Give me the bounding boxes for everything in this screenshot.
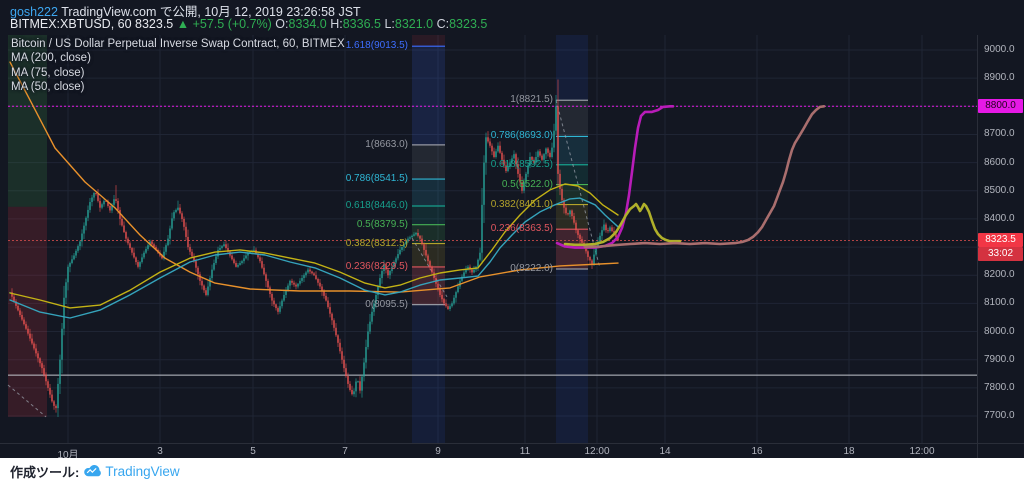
time-axis-border xyxy=(0,443,1024,444)
price-axis-label: 7800.0 xyxy=(984,381,1015,393)
low-label: L: xyxy=(384,17,395,31)
fib-retracements-layer xyxy=(412,35,588,443)
position-boxes-layer xyxy=(8,35,47,417)
price-axis-label: 7900.0 xyxy=(984,353,1015,365)
open-value: 8334.0 xyxy=(288,17,331,31)
up-arrow-icon: ▲ xyxy=(176,17,190,31)
last-price: 8323.5 xyxy=(135,17,177,31)
last-price-badge: 8323.5 xyxy=(978,233,1023,248)
price-axis-label: 8400.0 xyxy=(984,212,1015,224)
high-value: 8336.5 xyxy=(342,17,385,31)
header: gosh222 TradingView.com で公開, 10月 12, 201… xyxy=(0,0,1024,35)
price-lines-layer xyxy=(8,105,977,376)
MA (200, close) xyxy=(9,61,619,293)
time-axis-label: 12:00 xyxy=(909,446,935,457)
dashed-trendline xyxy=(7,384,47,418)
time-axis-label: 9 xyxy=(435,446,441,457)
MA (50, close) xyxy=(9,197,619,319)
scenario-doubletop-yellow xyxy=(563,202,682,247)
price-axis-label: 8000.0 xyxy=(984,325,1015,337)
time-axis-label: 16 xyxy=(751,446,763,457)
candles-layer[interactable] xyxy=(9,79,619,418)
footer: 作成ツール: TradingView xyxy=(0,458,1024,484)
candle-countdown-badge: 33:02 xyxy=(978,246,1023,261)
time-axis-label: 10月 xyxy=(57,450,79,461)
time-axis-label: 14 xyxy=(659,446,671,457)
MA (75, close) xyxy=(9,183,619,309)
price-axis-label: 8900.0 xyxy=(984,72,1015,84)
tradingview-brand-link[interactable]: TradingView xyxy=(105,463,180,479)
tradingview-logo-icon[interactable] xyxy=(83,464,102,478)
alert-price-badge[interactable]: 8800.0 xyxy=(978,99,1023,114)
time-axis-label: 18 xyxy=(843,446,855,457)
price-axis-label: 8500.0 xyxy=(984,184,1015,196)
username-link[interactable]: gosh222 xyxy=(10,5,58,19)
time-axis-label: 3 xyxy=(157,446,163,457)
publish-line: gosh222 TradingView.com で公開, 10月 12, 201… xyxy=(10,1,361,20)
time-axis-label: 12:00 xyxy=(584,446,610,457)
close-label: C: xyxy=(436,17,450,31)
grid-layer xyxy=(8,35,977,443)
price-axis-label: 8100.0 xyxy=(984,297,1015,309)
price-axis-label: 7700.0 xyxy=(984,410,1015,421)
price-axis-label: 8700.0 xyxy=(984,128,1015,140)
price-axis-label: 9000.0 xyxy=(984,44,1015,55)
time-axis-label: 11 xyxy=(519,446,531,457)
close-value: 8323.5 xyxy=(449,17,488,31)
moving-averages-layer xyxy=(9,61,619,319)
dashed-trendlines-layer xyxy=(7,99,601,418)
price-axis-border xyxy=(977,35,978,458)
dashed-trendline xyxy=(555,99,601,269)
publish-info: TradingView.com で公開, 10月 12, 2019 23:26:… xyxy=(57,5,361,19)
price-axis-label: 8600.0 xyxy=(984,156,1015,168)
price-axis-label: 8200.0 xyxy=(984,269,1015,281)
symbol-ohlc-row: BITMEX:XBTUSD, 60 8323.5 ▲ +57.5 (+0.7%)… xyxy=(10,17,487,31)
time-axis-label: 7 xyxy=(342,446,348,457)
price-change: +57.5 (+0.7%) xyxy=(189,17,276,31)
projection-curves-layer xyxy=(555,105,826,249)
low-value: 8321.0 xyxy=(394,17,437,31)
made-with-label: 作成ツール: xyxy=(10,464,80,480)
high-label: H: xyxy=(330,17,343,31)
time-axis-label: 5 xyxy=(250,446,256,457)
symbol-interval[interactable]: BITMEX:XBTUSD, 60 xyxy=(10,17,136,31)
open-label: O: xyxy=(275,17,289,31)
scenario-slow-rise-tan xyxy=(583,105,826,249)
